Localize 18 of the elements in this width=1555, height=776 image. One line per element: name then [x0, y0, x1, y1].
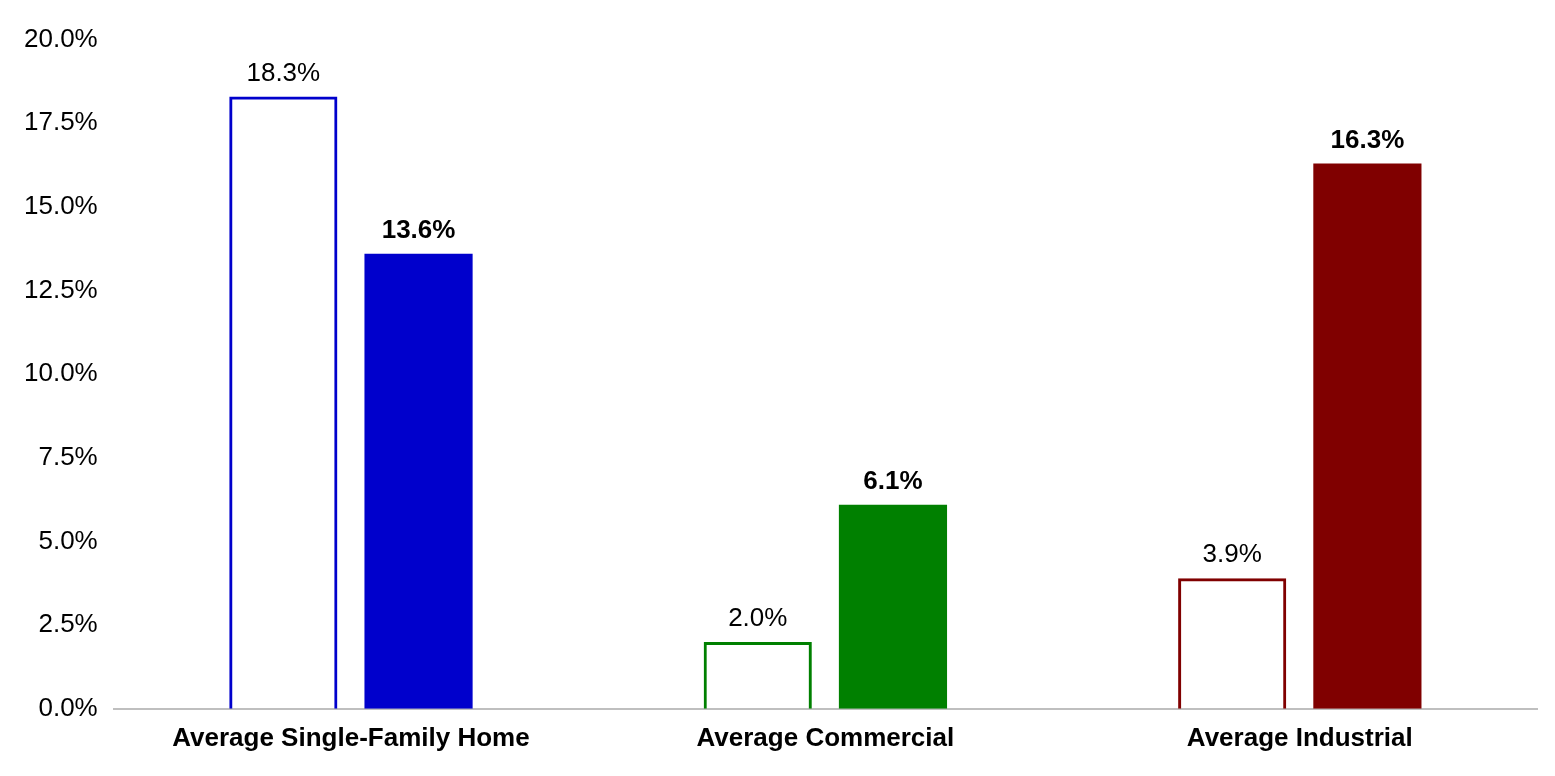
- data-label: 6.1%: [863, 464, 923, 495]
- y-tick-label: 12.5%: [23, 273, 98, 304]
- data-label: 3.9%: [1202, 538, 1262, 569]
- data-label: 13.6%: [381, 213, 456, 244]
- x-tick-label: Average Commercial: [696, 721, 955, 752]
- y-tick-label: 17.5%: [23, 106, 98, 137]
- y-tick-label: 2.5%: [38, 608, 98, 639]
- y-tick-label: 10.0%: [23, 357, 98, 388]
- data-label: 18.3%: [246, 56, 321, 87]
- data-label: 16.3%: [1330, 123, 1405, 154]
- y-tick-label: 5.0%: [38, 524, 98, 555]
- x-tick-label: Average Single-Family Home: [172, 721, 530, 752]
- y-tick-label: 20.0%: [23, 22, 98, 53]
- data-label: 2.0%: [728, 602, 788, 633]
- y-tick-label: 15.0%: [23, 190, 98, 221]
- y-tick-label: 7.5%: [38, 441, 98, 472]
- y-tick-label: 0.0%: [38, 691, 98, 722]
- x-tick-label: Average Industrial: [1186, 721, 1413, 752]
